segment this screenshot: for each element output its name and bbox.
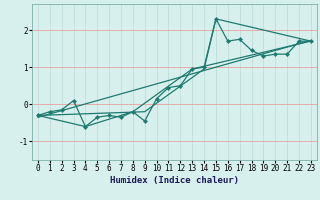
X-axis label: Humidex (Indice chaleur): Humidex (Indice chaleur)	[110, 176, 239, 185]
